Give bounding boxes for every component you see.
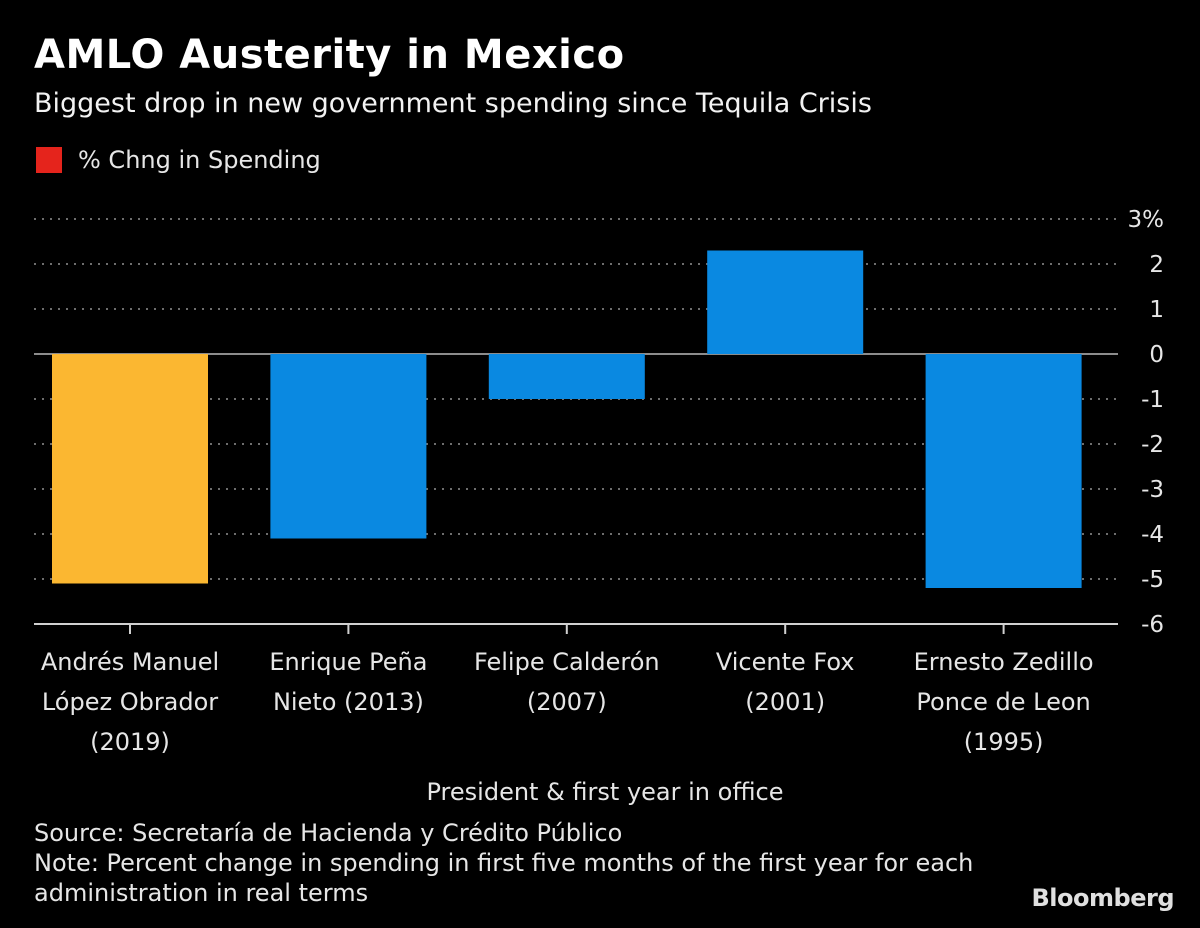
x-tick-label: Vicente Fox xyxy=(716,648,855,676)
chart-title: AMLO Austerity in Mexico xyxy=(34,32,625,78)
x-tick-label: (1995) xyxy=(964,728,1044,756)
x-tick-label: (2007) xyxy=(527,688,607,716)
y-tick-label: 0 xyxy=(1149,342,1164,368)
x-tick-label: Nieto (2013) xyxy=(273,688,424,716)
y-tick-label: -2 xyxy=(1141,432,1164,458)
bar xyxy=(52,354,208,584)
bar xyxy=(925,354,1082,588)
y-tick-label: 3% xyxy=(1128,207,1165,233)
legend-swatch xyxy=(36,147,62,173)
x-tick-label: López Obrador xyxy=(42,688,218,716)
x-tick-label: Ernesto Zedillo xyxy=(914,648,1094,676)
y-tick-label: -4 xyxy=(1141,522,1164,548)
x-tick-label: Ponce de Leon xyxy=(916,688,1090,716)
y-tick-label: 1 xyxy=(1149,297,1164,323)
chart-subtitle: Biggest drop in new government spending … xyxy=(34,88,872,119)
x-tick-label: Felipe Calderón xyxy=(474,648,660,676)
y-tick-label: -1 xyxy=(1141,387,1164,413)
bar xyxy=(707,250,864,354)
source-note: Source: Secretaría de Hacienda y Crédito… xyxy=(34,819,623,847)
x-tick-label: (2001) xyxy=(745,688,825,716)
x-tick-label: (2019) xyxy=(90,728,170,756)
y-tick-label: -3 xyxy=(1141,477,1164,503)
y-tick-label: -6 xyxy=(1141,612,1164,638)
x-tick-label: Enrique Peña xyxy=(269,648,427,676)
bloomberg-logo: Bloomberg xyxy=(1031,884,1175,912)
y-tick-label: 2 xyxy=(1149,252,1164,278)
bar xyxy=(270,354,427,539)
legend: % Chng in Spending xyxy=(36,146,321,174)
legend-label: % Chng in Spending xyxy=(78,146,321,174)
footnote: Note: Percent change in spending in firs… xyxy=(34,849,974,907)
bar xyxy=(488,354,645,399)
y-tick-label: -5 xyxy=(1141,567,1164,593)
x-axis-title: President & first year in office xyxy=(426,778,784,806)
x-tick-label: Andrés Manuel xyxy=(41,648,219,676)
